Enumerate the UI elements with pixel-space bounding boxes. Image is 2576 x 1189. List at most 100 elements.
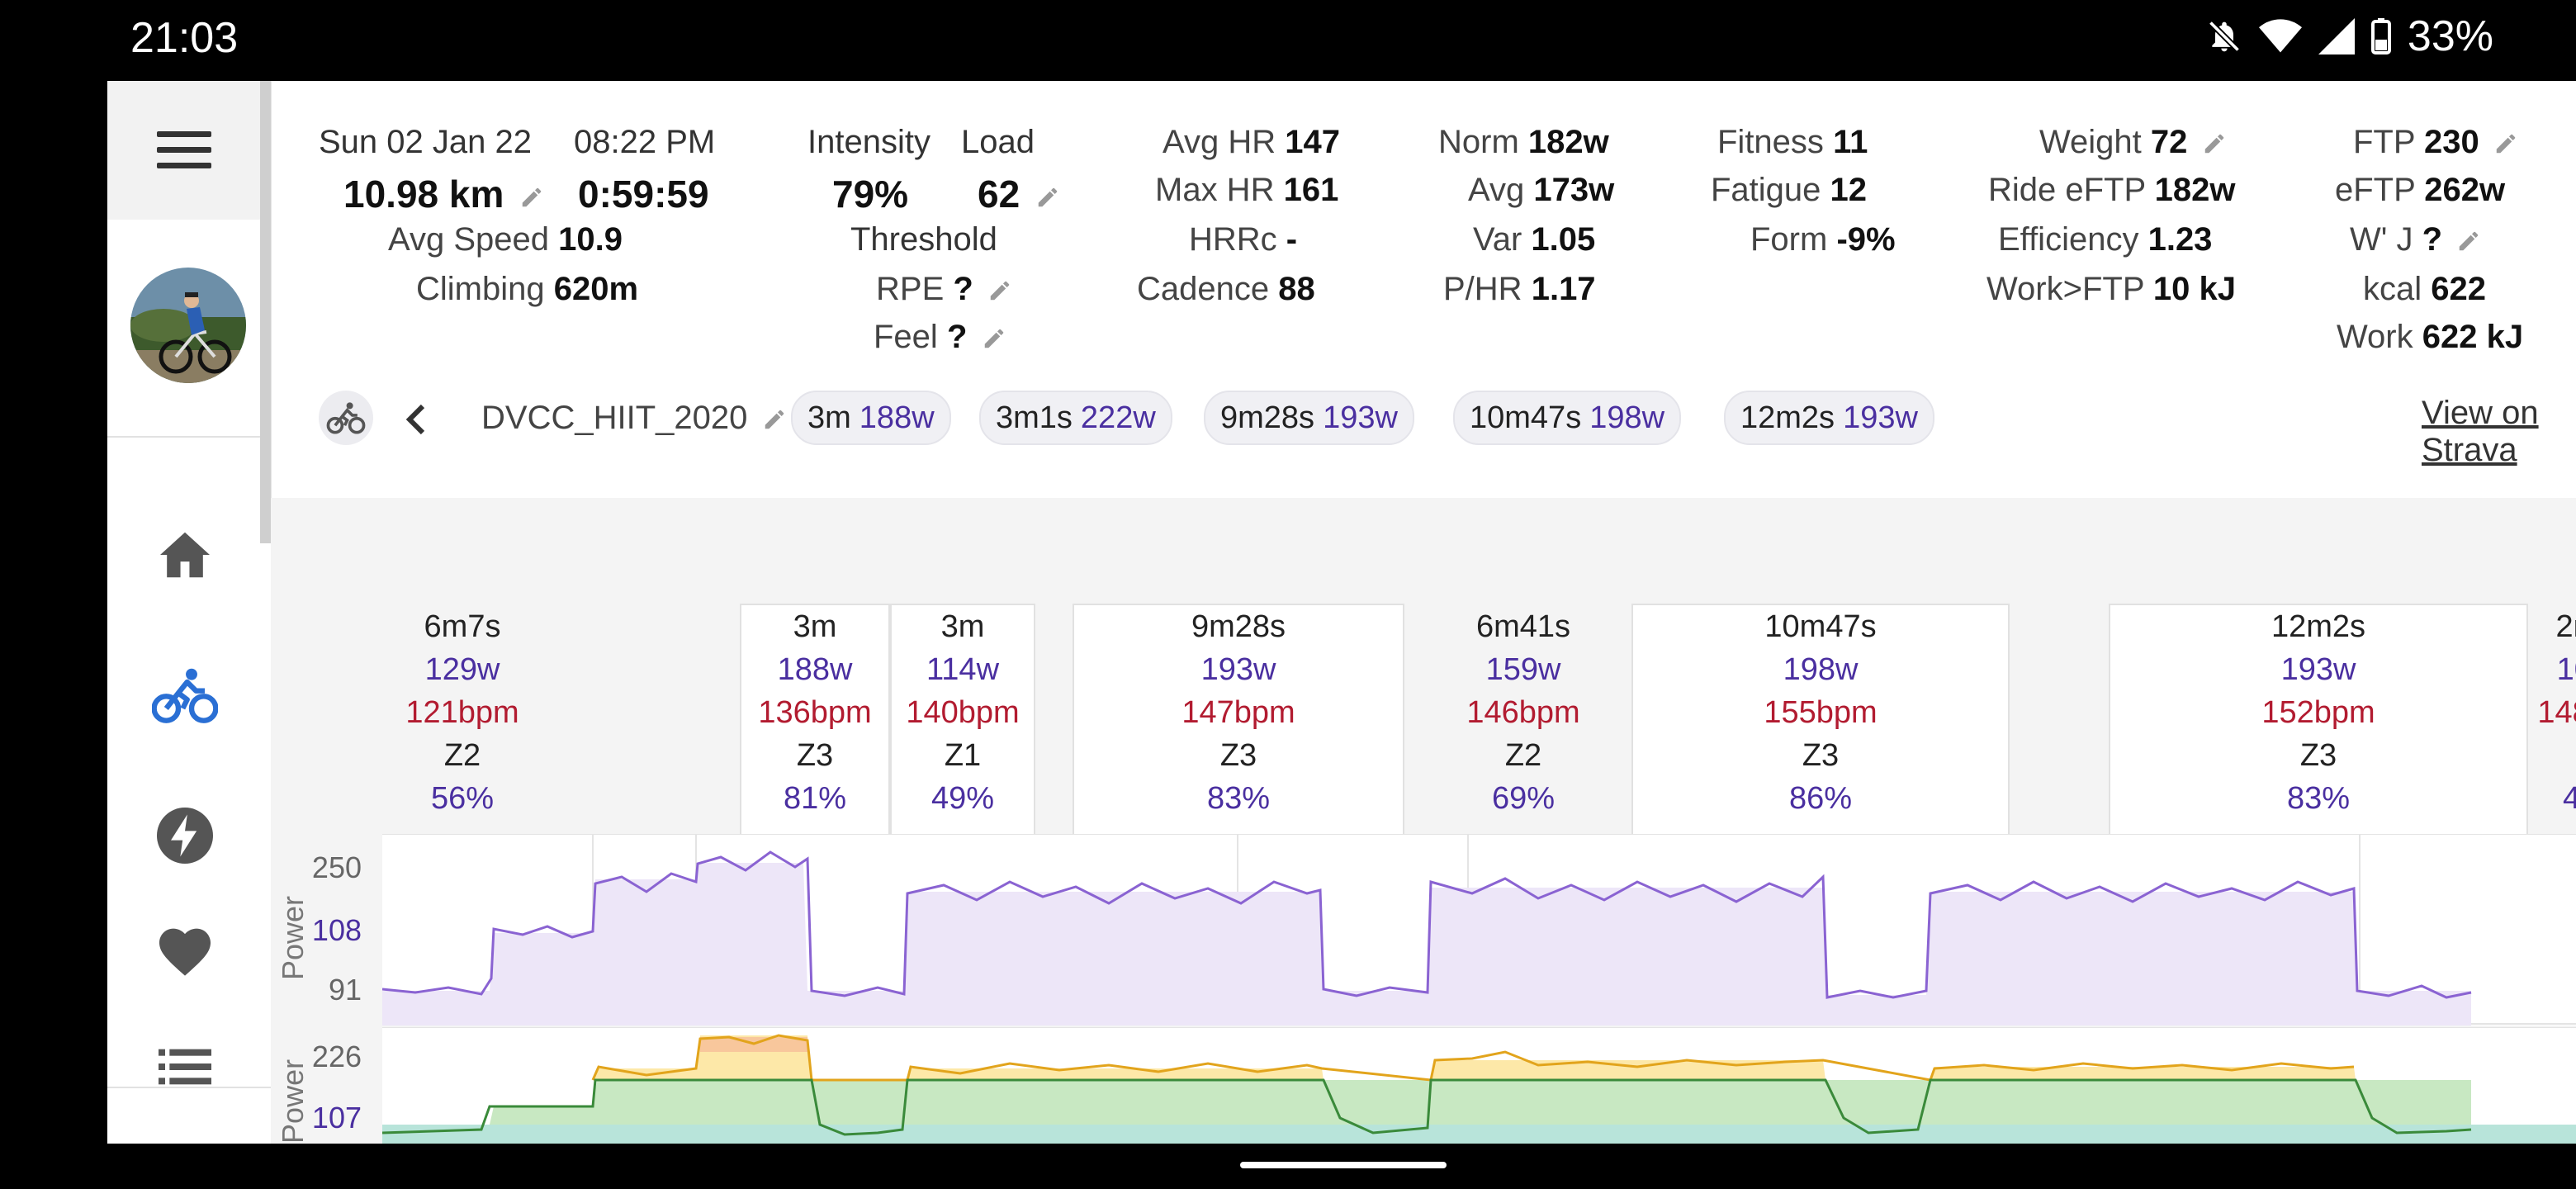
sidebar — [107, 81, 272, 1144]
weight-field[interactable]: Weight 72 — [2039, 124, 2227, 161]
power30-plot[interactable] — [382, 1027, 2576, 1144]
battery-icon — [2370, 17, 2391, 55]
sidebar-item-power[interactable] — [152, 803, 218, 869]
mute-notifications-icon — [2206, 17, 2242, 56]
interval-card[interactable]: 3m 114w 140bpm Z1 49% — [890, 604, 1035, 836]
edit-pencil-icon — [522, 187, 542, 207]
sidebar-item-health[interactable] — [152, 918, 218, 984]
efficiency: Efficiency 1.23 — [1998, 221, 2213, 258]
kcal: kcal 622 — [2363, 271, 2487, 307]
work: Work 622 kJ — [2337, 319, 2524, 355]
edit-pencil-icon — [1038, 187, 1058, 207]
axis-tick: 250 — [311, 850, 362, 884]
app-screen: Sun 02 Jan 22 08:22 PM 10.98 km 0:59:59 … — [107, 81, 2576, 1144]
max-hr: Max HR 161 — [1155, 172, 1339, 208]
avg-hr: Avg HR 147 — [1163, 124, 1340, 160]
edit-pencil-icon — [2204, 135, 2223, 154]
interval-chip[interactable]: 12m2s 193w — [1724, 391, 1934, 445]
interval-card[interactable]: 12m2s 193w 152bpm Z3 83% — [2109, 604, 2528, 836]
heart-icon — [159, 928, 211, 976]
back-button[interactable] — [395, 396, 436, 443]
load-field[interactable]: 62 — [978, 172, 1060, 216]
activity-type-button[interactable] — [319, 391, 373, 445]
axis-tick: 108 — [311, 913, 362, 947]
sidebar-item-home[interactable] — [152, 522, 218, 588]
workout-name-field[interactable]: DVCC_HIIT_2020 ~ — [481, 400, 822, 437]
interval-chip[interactable]: 3m 188w — [791, 391, 951, 445]
work-over-ftp: Work>FTP 10 kJ — [1986, 271, 2237, 307]
zone-bands — [382, 1035, 2576, 1144]
distance-field[interactable]: 10.98 km — [343, 172, 544, 216]
interval-card[interactable]: 10m47s 198w 155bpm Z3 86% — [1631, 604, 2010, 836]
intensity-value: 79% — [832, 173, 909, 216]
threshold-label: Threshold — [850, 221, 997, 258]
cadence: Cadence 88 — [1137, 271, 1315, 307]
fatigue: Fatigue 12 — [1711, 172, 1868, 208]
edit-pencil-icon — [984, 329, 1003, 348]
intensity-label: Intensity — [807, 124, 930, 160]
variability: Var 1.05 — [1473, 221, 1596, 258]
activity-chart[interactable]: 6m7s 129w 121bpm Z2 56% 3m 188w 136bpm Z3 81% 3m… — [271, 498, 2576, 1144]
interval-card[interactable]: 6m7s 129w 121bpm Z2 56% — [405, 609, 519, 816]
power-line — [382, 850, 2472, 999]
lightning-icon — [157, 808, 213, 864]
signal-icon — [2318, 18, 2355, 54]
battery-percent: 33% — [2407, 12, 2493, 60]
interval-card[interactable]: 6m41s 159w 146bpm Z2 69% — [1466, 609, 1580, 816]
power-hr: P/HR 1.17 — [1443, 271, 1596, 307]
edit-pencil-icon — [990, 282, 1010, 301]
activity-header: Sun 02 Jan 22 08:22 PM 10.98 km 0:59:59 … — [271, 81, 2576, 498]
fitness: Fitness 11 — [1717, 124, 1868, 160]
hrrc: HRRc - — [1189, 221, 1298, 258]
power-plot[interactable] — [382, 834, 2576, 1026]
power30-low-line — [382, 1078, 2472, 1136]
sidebar-scrollbar[interactable] — [260, 81, 271, 543]
ride-eftp: Ride eFTP 182w — [1988, 172, 2236, 208]
clock: 21:03 — [130, 14, 239, 62]
feel-field[interactable]: Feel ? — [874, 319, 1006, 356]
hamburger-icon — [156, 131, 211, 168]
view-on-strava-link[interactable]: View on Strava — [2422, 395, 2539, 468]
status-bar: 21:03 33% — [107, 0, 2576, 81]
distance-value: 10.98 km — [343, 173, 504, 216]
edit-pencil-icon — [765, 410, 784, 429]
activity-time: 08:22 PM — [574, 124, 716, 160]
sidebar-divider — [107, 1087, 271, 1088]
edit-pencil-icon — [2496, 135, 2516, 154]
system-nav-bar — [0, 1144, 2576, 1189]
home-gesture-pill[interactable] — [1240, 1162, 1447, 1168]
sidebar-divider — [107, 436, 271, 438]
status-icons: 33% — [2206, 12, 2493, 61]
eftp: eFTP 262w — [2335, 172, 2506, 208]
w-prime-field[interactable]: W' J ? — [2350, 221, 2481, 258]
interval-card[interactable]: 2m2s109w148bpmZ147% — [2537, 609, 2576, 816]
interval-chip[interactable]: 9m28s 193w — [1204, 391, 1414, 445]
list-icon — [159, 1049, 211, 1085]
bicycle-icon — [152, 668, 218, 723]
interval-card[interactable]: 3m 188w 136bpm Z3 81% — [740, 604, 890, 836]
home-icon — [160, 532, 210, 578]
avatar[interactable] — [130, 268, 246, 383]
interval-chip[interactable]: 10m47s 198w — [1453, 391, 1682, 445]
rpe-field[interactable]: RPE ? — [876, 271, 1012, 308]
edit-pencil-icon — [2459, 232, 2479, 251]
wifi-icon — [2258, 18, 2302, 54]
bicycle-icon — [326, 402, 366, 434]
axis-tick: 107 — [311, 1101, 362, 1135]
activity-date: Sun 02 Jan 22 — [319, 124, 532, 160]
interval-card[interactable]: 9m28s 193w 147bpm Z3 83% — [1073, 604, 1404, 836]
climbing: Climbing 620m — [416, 271, 639, 307]
avg-speed: Avg Speed 10.9 — [388, 221, 623, 258]
avg-power: Avg 173w — [1468, 172, 1615, 208]
norm-power: Norm 182w — [1438, 124, 1609, 160]
form: Form -9% — [1750, 221, 1896, 258]
duration-value: 0:59:59 — [578, 173, 709, 216]
load-label: Load — [961, 124, 1035, 160]
sidebar-item-activities[interactable] — [152, 662, 218, 728]
interval-chip[interactable]: 3m1s 222w — [979, 391, 1172, 445]
sidebar-item-list[interactable] — [152, 1034, 218, 1100]
menu-button[interactable] — [107, 81, 260, 220]
axis-tick: 91 — [328, 973, 362, 1007]
axis-tick: 226 — [311, 1040, 362, 1073]
ftp-field[interactable]: FTP 230 — [2353, 124, 2518, 161]
